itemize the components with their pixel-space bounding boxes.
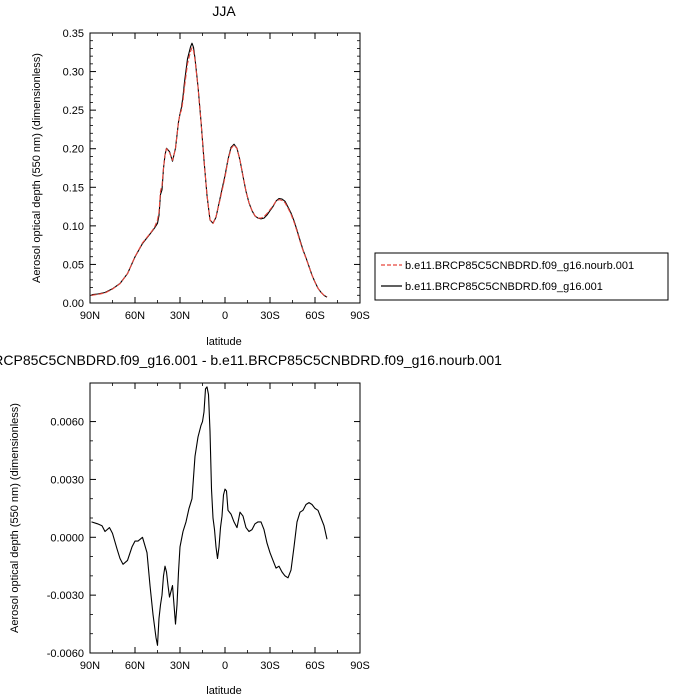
- x-tick-label: 30S: [260, 310, 280, 322]
- chart-bottom-ticks: 90N 60N 30N 0 30S 60S 90S -0.0060 -0.0030 0.0000 0…: [47, 383, 370, 672]
- chart-top-plot-area: [89, 32, 361, 304]
- x-tick-label: 30N: [170, 310, 190, 322]
- x-tick-label: 90S: [350, 660, 370, 672]
- x-tick-label: 30N: [170, 660, 190, 672]
- y-tick-label: 0.30: [63, 67, 84, 79]
- x-tick-label: 30S: [260, 660, 280, 672]
- chart-top-legend: b.e11.BRCP85C5CNBDRD.f09_g16.nourb.001 b…: [374, 252, 669, 301]
- legend-label-base: b.e11.BRCP85C5CNBDRD.f09_g16.001: [405, 281, 603, 293]
- x-tick-label: 60S: [305, 660, 325, 672]
- x-tick-label: 0: [222, 310, 228, 322]
- y-tick-label: 0.00: [63, 298, 84, 310]
- chart-top-ticks: 90N 60N 30N 0 30S 60S 90S 0.00 0.05 0.10 0.15 0.20 0…: [63, 28, 370, 322]
- chart-bottom-xlabel: latitude: [206, 685, 241, 697]
- y-tick-label: 0.0000: [50, 532, 84, 544]
- x-tick-label: 90S: [350, 310, 370, 322]
- chart-bottom-frame: [89, 382, 361, 654]
- chart-top-xlabel: latitude: [206, 336, 241, 348]
- chart-bottom-series: [91, 386, 328, 646]
- y-tick-label: 0.10: [63, 221, 84, 233]
- x-tick-label: 90N: [80, 660, 100, 672]
- y-tick-label: 0.25: [63, 105, 84, 117]
- x-tick-label: 60S: [305, 310, 325, 322]
- chart-bottom: b.e11.BRCP85C5CNBDRD.f09_g16.001 - b.e11…: [0, 352, 502, 697]
- legend-label-nourb: b.e11.BRCP85C5CNBDRD.f09_g16.nourb.001: [405, 260, 634, 272]
- y-tick-label: 0.15: [63, 182, 84, 194]
- x-tick-label: 0: [222, 660, 228, 672]
- chart-top-title: JJA: [212, 3, 236, 19]
- chart-top-ylabel: Aerosol optical depth (550 nm) (dimensio…: [31, 53, 43, 283]
- x-tick-label: 90N: [80, 310, 100, 322]
- y-tick-label: -0.0060: [47, 648, 84, 660]
- chart-top-frame: [89, 32, 361, 304]
- y-tick-label: 0.05: [63, 259, 84, 271]
- y-tick-label: 0.35: [63, 28, 84, 40]
- y-tick-label: -0.0030: [47, 590, 84, 602]
- series-line-base: [91, 42, 328, 298]
- chart-bottom-plot-area: [89, 382, 361, 654]
- chart-bottom-title: b.e11.BRCP85C5CNBDRD.f09_g16.001 - b.e11…: [0, 352, 502, 368]
- y-tick-label: 0.0060: [50, 417, 84, 429]
- series-line-nourb: [91, 47, 328, 298]
- chart-top-series: [91, 42, 328, 298]
- y-tick-label: 0.0030: [50, 474, 84, 486]
- legend-frame: [374, 252, 669, 301]
- y-tick-label: 0.20: [63, 144, 84, 156]
- series-line-difference: [91, 386, 328, 646]
- x-tick-label: 60N: [125, 660, 145, 672]
- x-tick-label: 60N: [125, 310, 145, 322]
- chart-bottom-ylabel: Aerosol optical depth (550 nm) (dimensio…: [9, 403, 21, 633]
- chart-top: JJA 90N 60N 30N 0 30S 60S 90S 0.00 0.05 0.10 0.15 0…: [31, 3, 370, 348]
